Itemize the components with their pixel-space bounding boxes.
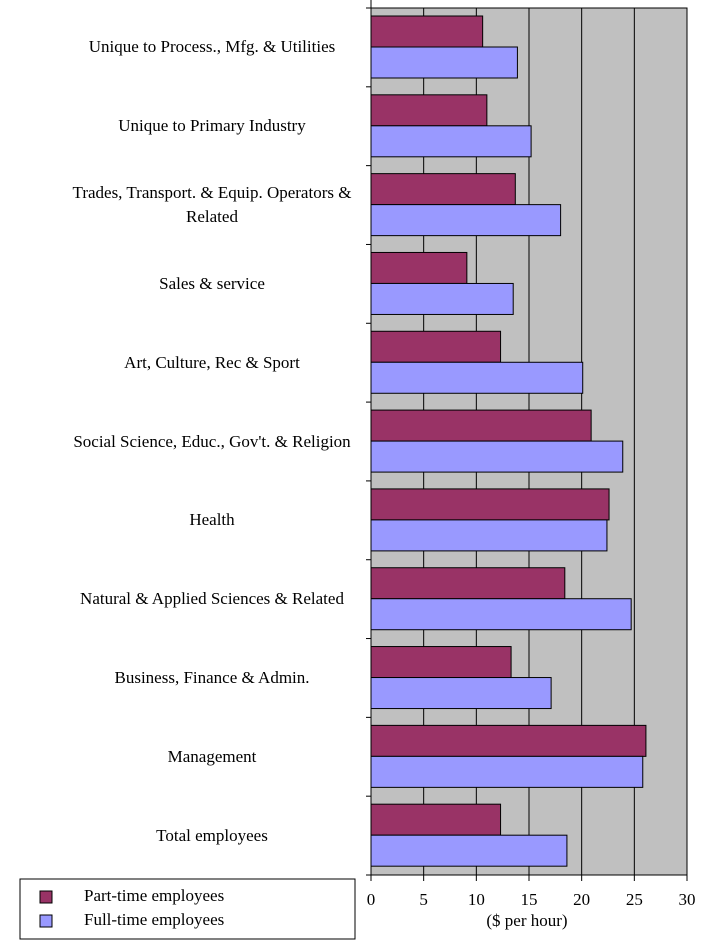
bar: [370, 282, 514, 315]
bar: [370, 488, 610, 521]
x-tick-label: 10: [468, 890, 485, 909]
bar: [370, 251, 468, 284]
x-axis-label: ($ per hour): [486, 911, 567, 930]
bar: [370, 803, 502, 836]
category-label: Health: [189, 510, 235, 530]
x-tick-label: 0: [367, 890, 376, 909]
bar: [370, 204, 562, 237]
bar: [370, 361, 584, 394]
x-tick-label: 25: [626, 890, 643, 909]
bar: [370, 94, 488, 127]
bar: [370, 598, 632, 631]
legend-box: [19, 878, 356, 940]
category-label: Unique to Primary Industry: [118, 116, 306, 136]
category-label: Social Science, Educ., Gov't. & Religion: [73, 431, 351, 451]
x-tick-label: 5: [419, 890, 428, 909]
bar: [370, 724, 647, 757]
legend-swatch: [39, 914, 53, 928]
bar: [370, 567, 566, 600]
legend-label: Part-time employees: [84, 886, 224, 905]
bar: [370, 519, 608, 552]
x-tick-label: 15: [521, 890, 538, 909]
category-label: Unique to Process., Mfg. & Utilities: [88, 37, 336, 57]
bar: [370, 330, 502, 363]
category-label: Total employees: [156, 825, 268, 845]
bar: [370, 646, 512, 679]
category-label: Management: [167, 746, 257, 766]
x-tick-label: 30: [679, 890, 696, 909]
category-label: Natural & Applied Sciences & Related: [80, 589, 344, 609]
bar: [370, 15, 484, 48]
category-label: Sales & service: [159, 273, 265, 293]
bar: [370, 755, 644, 788]
category-label: Trades, Transport. & Equip. Operators & …: [72, 183, 352, 227]
bar: [370, 440, 624, 473]
x-tick-label: 20: [573, 890, 590, 909]
bar: [370, 125, 532, 158]
legend-label: Full-time employees: [84, 910, 224, 929]
bar: [370, 409, 592, 442]
category-label: Business, Finance & Admin.: [114, 667, 310, 687]
bar: [370, 677, 552, 710]
legend-swatch: [39, 890, 53, 904]
bar: [370, 173, 516, 206]
bar: [370, 46, 518, 79]
bar: [370, 834, 568, 867]
category-label: Art, Culture, Rec & Sport: [124, 352, 300, 372]
